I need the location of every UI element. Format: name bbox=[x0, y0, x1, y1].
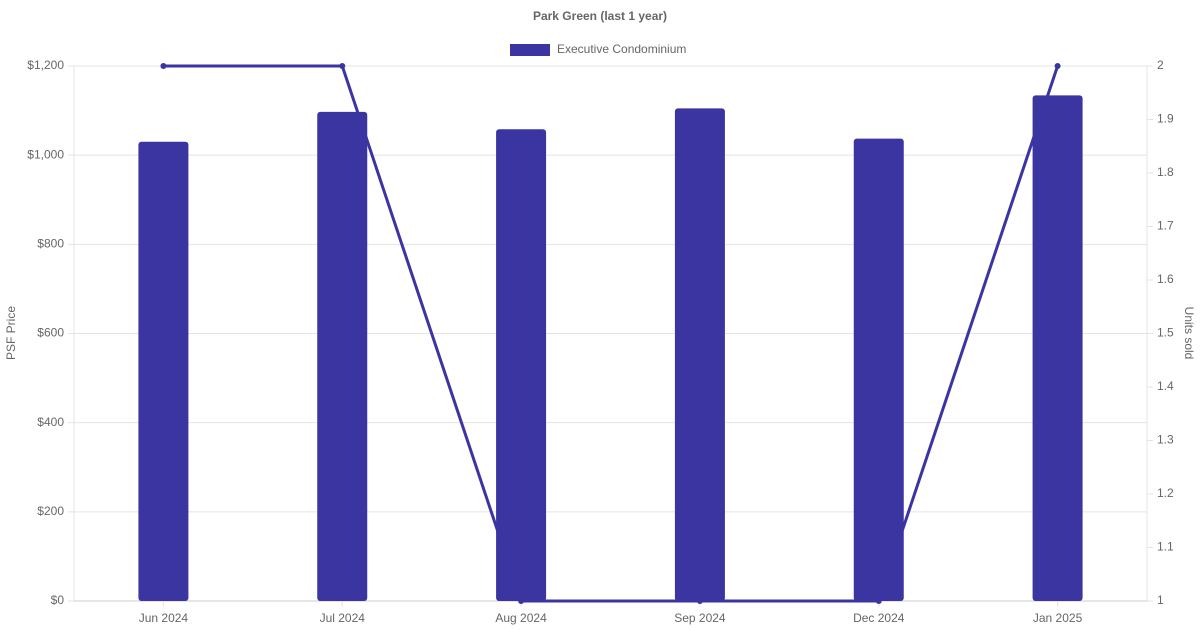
y2-tick-label: 1.8 bbox=[1157, 165, 1174, 179]
y2-tick-label: 1.3 bbox=[1157, 433, 1174, 447]
y-tick-label: $600 bbox=[37, 326, 64, 340]
x-tick-label: Jun 2024 bbox=[139, 611, 189, 625]
y2-tick-label: 1.6 bbox=[1157, 272, 1174, 286]
line-point bbox=[696, 598, 703, 604]
y2-tick-label: 1.7 bbox=[1157, 219, 1174, 233]
line-point bbox=[518, 598, 525, 604]
y-tick-label: $1,200 bbox=[27, 58, 64, 72]
chart-title: Park Green (last 1 year) bbox=[533, 9, 667, 23]
bar bbox=[496, 129, 547, 601]
y2-tick-label: 1.1 bbox=[1157, 540, 1174, 554]
y-tick-label: $400 bbox=[37, 415, 64, 429]
legend-swatch bbox=[510, 44, 550, 56]
line-point bbox=[160, 63, 167, 69]
y-tick-label: $200 bbox=[37, 504, 64, 518]
x-tick-label: Dec 2024 bbox=[853, 611, 905, 625]
bar bbox=[1032, 95, 1083, 602]
line-point bbox=[339, 63, 346, 69]
y2-tick-label: 2 bbox=[1157, 58, 1164, 72]
bar bbox=[138, 141, 189, 601]
y2-axis-title: Units sold bbox=[1182, 307, 1196, 360]
y2-tick-label: 1.5 bbox=[1157, 326, 1174, 340]
legend-label: Executive Condominium bbox=[557, 42, 686, 56]
y-tick-label: $1,000 bbox=[27, 147, 64, 161]
x-tick-label: Jul 2024 bbox=[320, 611, 366, 625]
line-point bbox=[875, 598, 882, 604]
x-tick-label: Sep 2024 bbox=[674, 611, 726, 625]
line bbox=[163, 64, 1060, 603]
bar bbox=[853, 138, 904, 601]
x-tick-label: Aug 2024 bbox=[495, 611, 547, 625]
y2-tick-label: 1.4 bbox=[1157, 379, 1174, 393]
y-axis-title: PSF Price bbox=[4, 306, 18, 360]
x-tick-label: Jan 2025 bbox=[1033, 611, 1083, 625]
bar bbox=[674, 108, 725, 602]
bar bbox=[317, 111, 368, 601]
y2-tick-label: 1.9 bbox=[1157, 112, 1174, 126]
y2-tick-label: 1.2 bbox=[1157, 486, 1174, 500]
line-point bbox=[1054, 63, 1061, 69]
y-tick-label: $800 bbox=[37, 237, 64, 251]
y-tick-label: $0 bbox=[51, 593, 65, 607]
y2-tick-label: 1 bbox=[1157, 593, 1164, 607]
